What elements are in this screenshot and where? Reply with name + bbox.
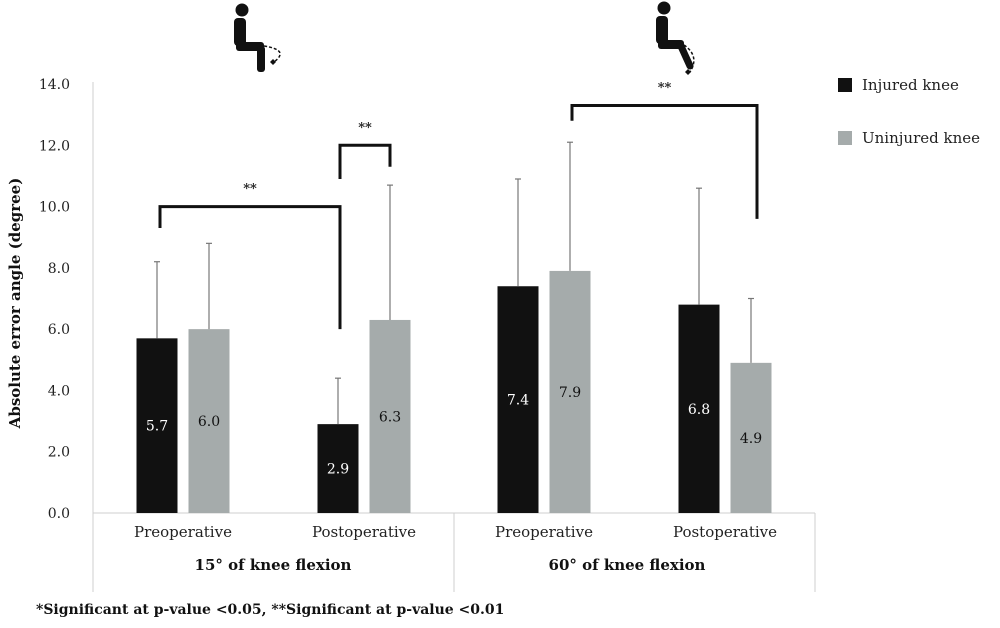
seated-person-60-degree-icon [656,1,695,75]
significance-marker: ** [243,182,257,197]
bar [136,338,178,513]
bar-value-label: 6.8 [688,402,710,418]
legend-label-uninjured: Uninjured knee [862,129,980,147]
group-label: 15° of knee flexion [195,556,352,574]
legend-swatch-uninjured [838,131,852,145]
x-category-label: Postoperative [312,523,416,541]
bar-value-label: 5.7 [146,419,168,435]
seated-person-15-degree-icon [234,3,281,72]
y-tick-labels: 0.0 2.0 4.0 6.0 8.0 10.0 12.0 14.0 [39,77,70,522]
x-category-label: Preoperative [495,523,593,541]
legend-label-injured: Injured knee [862,76,959,94]
x-category-labels: Preoperative Postoperative 15° of knee fle… [134,523,777,574]
x-category-label: Postoperative [673,523,777,541]
bar [549,270,591,513]
bar [678,304,720,513]
bar [497,286,539,513]
bar-value-label: 6.0 [198,414,220,430]
significance-marker: ** [658,80,672,95]
y-tick-label: 10.0 [39,200,70,216]
y-tick-label: 4.0 [48,383,70,399]
bars-layer: 5.7 2.9 7.4 6.8 6.0 6.3 7.9 4.9 [136,270,772,513]
footnote: *Significant at p-value <0.05, **Signifi… [36,602,504,618]
y-tick-label: 6.0 [48,322,70,338]
x-category-label: Preoperative [134,523,232,541]
bar [730,362,772,513]
y-tick-label: 14.0 [39,77,70,93]
significance-layer: ** ** ** [158,80,759,330]
significance-bracket [570,103,759,219]
legend: Injured knee Uninjured knee [838,76,980,147]
bar-value-label: 2.9 [327,462,349,478]
legend-swatch-injured [838,78,852,92]
y-tick-label: 0.0 [48,506,70,522]
bar-value-label: 4.9 [740,431,762,447]
significance-bracket [158,205,342,330]
bar-value-label: 7.4 [507,393,529,409]
significance-bracket [338,143,392,179]
y-axis-label: Absolute error angle (degree) [6,178,24,430]
bar [188,329,230,513]
bar [369,319,411,513]
error-bars-layer [154,141,754,425]
significance-marker: ** [358,120,372,135]
y-tick-label: 8.0 [48,261,70,277]
bar-value-label: 7.9 [559,385,581,401]
group-label: 60° of knee flexion [549,556,706,574]
y-tick-label: 12.0 [39,138,70,154]
bar [317,424,359,513]
bar-value-label: 6.3 [379,409,401,425]
y-tick-label: 2.0 [48,445,70,461]
